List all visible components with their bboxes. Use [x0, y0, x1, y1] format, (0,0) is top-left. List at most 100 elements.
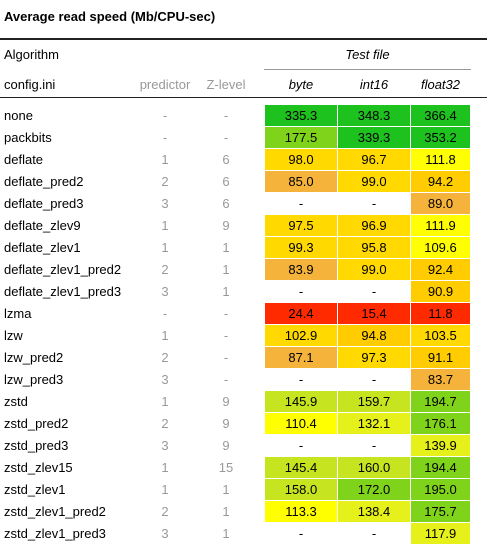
speed-cell-int16: - — [338, 523, 410, 545]
header-zlevel: Z-level — [206, 77, 246, 92]
config-name: zstd_pred2 — [4, 416, 69, 431]
predictor-value: 3 — [161, 284, 169, 299]
speed-cell-int16: - — [338, 435, 410, 457]
speed-cell-byte: - — [265, 193, 337, 215]
speed-cell-int16: 159.7 — [338, 391, 410, 413]
speed-cell-float32: 117.9 — [411, 523, 470, 545]
config-name: deflate_zlev9 — [4, 218, 81, 233]
predictor-value: 2 — [161, 262, 169, 277]
zlevel-value: 6 — [222, 196, 230, 211]
table-row: deflate 1 6 98.0 96.7 111.8 — [0, 149, 487, 171]
config-name: deflate_pred2 — [4, 174, 84, 189]
predictor-value: 1 — [161, 240, 169, 255]
table-row: lzma - - 24.4 15.4 11.8 — [0, 303, 487, 325]
speed-cell-float32: 94.2 — [411, 171, 470, 193]
speed-cell-int16: 15.4 — [338, 303, 410, 325]
table-row: deflate_pred2 2 6 85.0 99.0 94.2 — [0, 171, 487, 193]
zlevel-value: 1 — [222, 482, 230, 497]
predictor-value: 1 — [161, 460, 169, 475]
zlevel-value: 6 — [222, 152, 230, 167]
speed-cell-float32: 195.0 — [411, 479, 470, 501]
config-name: zstd_pred3 — [4, 438, 69, 453]
header-predictor: predictor — [139, 77, 191, 92]
zlevel-value: 9 — [222, 416, 230, 431]
zlevel-value: - — [223, 108, 229, 123]
table-title: Average read speed (Mb/CPU-sec) — [4, 9, 216, 24]
table-row: deflate_zlev1 1 1 99.3 95.8 109.6 — [0, 237, 487, 259]
test-file-underline — [264, 69, 471, 70]
config-name: lzw_pred2 — [4, 350, 64, 365]
speed-cell-float32: 90.9 — [411, 281, 470, 303]
speed-cell-byte: - — [265, 369, 337, 391]
speed-cell-int16: - — [338, 281, 410, 303]
config-name: deflate_zlev1_pred2 — [4, 262, 122, 277]
zlevel-value: 1 — [222, 284, 230, 299]
speed-cell-int16: 138.4 — [338, 501, 410, 523]
speed-cell-int16: 99.0 — [338, 259, 410, 281]
config-name: lzw — [4, 328, 23, 343]
table-row: deflate_zlev1_pred2 2 1 83.9 99.0 92.4 — [0, 259, 487, 281]
speed-cell-byte: 335.3 — [265, 105, 337, 127]
header-test-file: Test file — [345, 47, 390, 62]
predictor-value: 3 — [161, 526, 169, 541]
config-name: none — [4, 108, 33, 123]
zlevel-value: - — [223, 328, 229, 343]
speed-cell-byte: 85.0 — [265, 171, 337, 193]
predictor-value: 2 — [161, 174, 169, 189]
table-row: deflate_zlev9 1 9 97.5 96.9 111.9 — [0, 215, 487, 237]
predictor-value: 1 — [161, 152, 169, 167]
header-rule — [0, 97, 487, 98]
speed-cell-byte: 24.4 — [265, 303, 337, 325]
predictor-value: 1 — [161, 328, 169, 343]
config-name: zstd_zlev1_pred2 — [4, 504, 106, 519]
predictor-value: 2 — [161, 350, 169, 365]
zlevel-value: - — [223, 350, 229, 365]
speed-cell-int16: 96.7 — [338, 149, 410, 171]
config-name: deflate_zlev1 — [4, 240, 81, 255]
top-rule — [0, 38, 487, 40]
zlevel-value: - — [223, 130, 229, 145]
table-body: none - -335.3 348.3 366.4 packbits - -177.5 339.… — [0, 105, 487, 545]
header-algorithm: Algorithm — [4, 47, 59, 62]
speed-cell-int16: 95.8 — [338, 237, 410, 259]
table-row: packbits - - 177.5 339.3 353.2 — [0, 127, 487, 149]
predictor-value: - — [162, 108, 168, 123]
zlevel-value: 1 — [222, 526, 230, 541]
config-name: zstd_zlev1 — [4, 482, 66, 497]
config-name: deflate_pred3 — [4, 196, 84, 211]
table-row: lzw 1 - 102.9 94.8 103.5 — [0, 325, 487, 347]
predictor-value: - — [162, 130, 168, 145]
table-row: zstd 1 9 145.9 159.7 194.7 — [0, 391, 487, 413]
speed-cell-int16: 339.3 — [338, 127, 410, 149]
speed-cell-int16: - — [338, 369, 410, 391]
speed-cell-byte: 177.5 — [265, 127, 337, 149]
speed-cell-float32: 92.4 — [411, 259, 470, 281]
speed-cell-float32: 194.4 — [411, 457, 470, 479]
zlevel-value: - — [223, 372, 229, 387]
speed-cell-byte: 83.9 — [265, 259, 337, 281]
zlevel-value: 1 — [222, 504, 230, 519]
speed-cell-int16: 172.0 — [338, 479, 410, 501]
config-name: deflate_zlev1_pred3 — [4, 284, 122, 299]
config-name: packbits — [4, 130, 52, 145]
table-row: lzw_pred3 3- - -83.7 — [0, 369, 487, 391]
speed-cell-int16: - — [338, 193, 410, 215]
config-name: lzw_pred3 — [4, 372, 64, 387]
zlevel-value: - — [223, 306, 229, 321]
table-row: deflate_pred3 3 6- -89.0 — [0, 193, 487, 215]
speed-cell-byte: 102.9 — [265, 325, 337, 347]
speed-cell-int16: 94.8 — [338, 325, 410, 347]
header-int16: int16 — [359, 77, 389, 92]
predictor-value: 1 — [161, 394, 169, 409]
speed-cell-float32: 139.9 — [411, 435, 470, 457]
header-byte: byte — [288, 77, 314, 92]
header-float32: float32 — [420, 77, 461, 92]
speed-cell-float32: 103.5 — [411, 325, 470, 347]
speed-cell-float32: 111.8 — [411, 149, 470, 171]
speed-cell-int16: 348.3 — [338, 105, 410, 127]
table-row: deflate_zlev1_pred3 3 1- -90.9 — [0, 281, 487, 303]
speed-cell-int16: 132.1 — [338, 413, 410, 435]
speed-cell-float32: 91.1 — [411, 347, 470, 369]
predictor-value: 3 — [161, 438, 169, 453]
